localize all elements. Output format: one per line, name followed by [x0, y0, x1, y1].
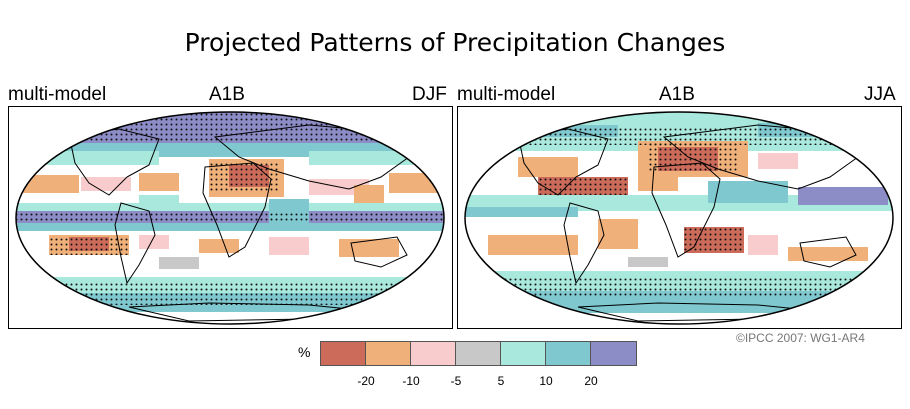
colorbar-swatch-1 — [366, 342, 411, 365]
precip-map-djf — [15, 111, 445, 325]
colorbar-swatch-3 — [456, 342, 501, 365]
colorbar-swatch-4 — [501, 342, 546, 365]
colorbar-tick-label: 5 — [497, 374, 505, 388]
panel-left-scenario-label: A1B — [209, 84, 245, 105]
panel-left-season-label: DJF — [412, 84, 447, 105]
figure-title: Projected Patterns of Precipitation Chan… — [184, 28, 726, 57]
colorbar-unit-label: % — [298, 344, 311, 360]
panel-left-model-label: multi-model — [8, 84, 107, 105]
map-panel-djf — [8, 106, 453, 329]
colorbar-tick-label: 20 — [584, 374, 598, 388]
colorbar-swatch-6 — [591, 342, 636, 365]
colorbar-tick-label: -10 — [402, 374, 420, 388]
colorbar-tick-label: -20 — [357, 374, 375, 388]
colorbar-swatch-2 — [411, 342, 456, 365]
map-panel-jja — [457, 106, 902, 329]
colorbar — [320, 341, 637, 366]
panel-right-scenario-label: A1B — [659, 84, 695, 105]
panel-right-model-label: multi-model — [457, 84, 556, 105]
colorbar-tick-label: 10 — [539, 374, 553, 388]
colorbar-swatch-0 — [321, 342, 366, 365]
copyright-credit: ©IPCC 2007: WG1-AR4 — [736, 331, 865, 345]
colorbar-tick-label: -5 — [450, 374, 462, 388]
precip-map-jja — [464, 111, 894, 325]
colorbar-swatch-5 — [546, 342, 591, 365]
panel-right-season-label: JJA — [864, 84, 896, 105]
